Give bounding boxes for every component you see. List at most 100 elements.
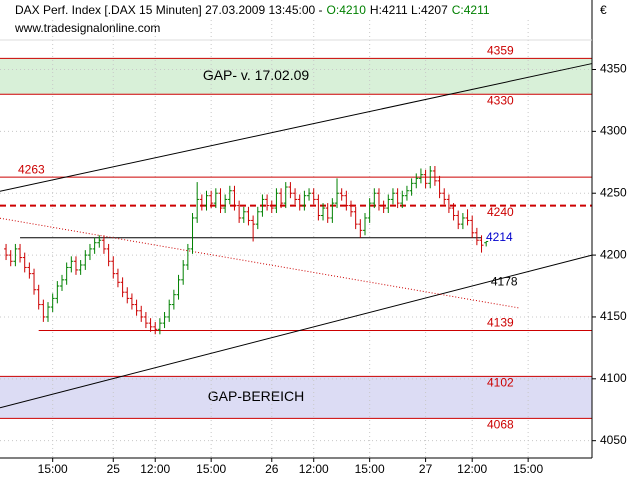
ohlc-bar bbox=[358, 219, 363, 238]
ohlc-bar bbox=[316, 194, 321, 221]
ohlc-bar bbox=[134, 299, 139, 316]
ohlc-bar bbox=[288, 182, 293, 199]
ohlc-bar bbox=[362, 213, 367, 236]
x-tick-label: 15:00 bbox=[355, 462, 385, 476]
ohlc-bar bbox=[241, 206, 246, 223]
x-tick-label: 25 bbox=[107, 462, 121, 476]
ohlc-bar bbox=[251, 215, 256, 242]
ohlc-bar bbox=[311, 188, 316, 205]
ohlc-bar bbox=[4, 243, 9, 261]
ohlc-bar bbox=[8, 250, 13, 267]
ohlc-bar bbox=[69, 256, 74, 273]
ohlc-bar bbox=[265, 194, 270, 211]
ohlc-bar bbox=[470, 215, 475, 238]
ohlc-bar bbox=[349, 200, 354, 217]
x-tick-label: 12:00 bbox=[140, 462, 170, 476]
ohlc-bar bbox=[474, 227, 479, 246]
ohlc-bar bbox=[335, 178, 340, 209]
ohlc-bar bbox=[344, 190, 349, 211]
x-tick-label: 15:00 bbox=[513, 462, 543, 476]
ohlc-bar bbox=[13, 243, 18, 267]
ohlc-bar bbox=[46, 302, 51, 322]
level-label: 4214 bbox=[486, 230, 513, 244]
level-label: 4240 bbox=[487, 205, 514, 219]
y-tick-label: 4350 bbox=[600, 62, 627, 76]
ohlc-bar bbox=[446, 194, 451, 214]
ohlc-bar bbox=[97, 235, 102, 248]
ohlc-bar bbox=[22, 252, 27, 273]
ohlc-bar bbox=[283, 182, 288, 209]
ohlc-bar bbox=[125, 287, 130, 304]
ohlc-bar bbox=[302, 190, 307, 211]
x-tick-label: 15:00 bbox=[196, 462, 226, 476]
ohlc-bar bbox=[106, 243, 111, 267]
quote-close: C:4211 bbox=[452, 3, 490, 17]
chart-title: DAX Perf. Index [.DAX 15 Minuten] 27.03.… bbox=[15, 3, 323, 17]
ohlc-bar bbox=[101, 235, 106, 254]
ohlc-bar bbox=[372, 188, 377, 209]
ohlc-bar bbox=[321, 203, 326, 221]
trend-line bbox=[0, 217, 519, 309]
x-tick-label: 12:00 bbox=[299, 462, 329, 476]
ohlc-bar bbox=[330, 198, 335, 223]
ohlc-bar bbox=[227, 185, 232, 205]
level-label: 4139 bbox=[487, 316, 514, 330]
y-tick-label: 4300 bbox=[600, 124, 627, 138]
ohlc-bar bbox=[325, 203, 330, 223]
ohlc-bar bbox=[78, 260, 83, 275]
ohlc-bar bbox=[432, 166, 437, 186]
ohlc-bar bbox=[185, 243, 190, 270]
ohlc-bar bbox=[423, 169, 428, 189]
ohlc-bar bbox=[353, 206, 358, 230]
ohlc-bar bbox=[232, 185, 237, 211]
ohlc-bar bbox=[153, 321, 158, 335]
ohlc-bar bbox=[218, 188, 223, 214]
ohlc-bar bbox=[73, 256, 78, 275]
ohlc-bar bbox=[87, 243, 92, 261]
ohlc-bar bbox=[307, 188, 312, 201]
gap-band bbox=[0, 58, 592, 95]
trend-line bbox=[0, 63, 593, 192]
y-tick-label: 4100 bbox=[600, 371, 627, 385]
ohlc-bar bbox=[390, 188, 395, 205]
ohlc-bar bbox=[190, 213, 195, 254]
ohlc-bar bbox=[129, 293, 134, 310]
ohlc-bar bbox=[400, 190, 405, 209]
level-label: 4359 bbox=[487, 44, 514, 58]
band-label: GAP-BEREICH bbox=[208, 388, 304, 404]
ohlc-bar bbox=[32, 268, 37, 295]
ohlc-bar bbox=[18, 243, 23, 263]
ohlc-bar bbox=[139, 305, 144, 322]
ohlc-bar bbox=[386, 194, 391, 214]
ohlc-bar bbox=[404, 185, 409, 201]
ohlc-bar bbox=[479, 235, 484, 253]
ohlc-bar bbox=[255, 206, 260, 230]
ohlc-bar bbox=[148, 318, 153, 332]
ohlc-bar bbox=[120, 277, 125, 298]
ohlc-bar bbox=[83, 250, 88, 270]
ohlc-bar bbox=[274, 188, 279, 214]
ohlc-bar bbox=[157, 318, 162, 335]
y-tick-label: 4200 bbox=[600, 247, 627, 261]
ohlc-bar bbox=[297, 194, 302, 211]
level-label: 4102 bbox=[487, 376, 514, 390]
ohlc-bar bbox=[293, 188, 298, 205]
ohlc-bar bbox=[213, 188, 218, 209]
y-tick-label: 4250 bbox=[600, 185, 627, 199]
ohlc-bar bbox=[279, 188, 284, 209]
y-tick-label: 4050 bbox=[600, 433, 627, 447]
ohlc-bar bbox=[376, 188, 381, 211]
ohlc-bar bbox=[50, 293, 55, 312]
ohlc-bar bbox=[55, 281, 60, 304]
ohlc-bar bbox=[237, 200, 242, 223]
ohlc-bar bbox=[176, 274, 181, 300]
ohlc-bar bbox=[414, 173, 419, 189]
ohlc-bar bbox=[195, 182, 200, 223]
quote-open: O:4210 bbox=[327, 3, 367, 17]
ohlc-bar bbox=[395, 188, 400, 209]
level-label: 4068 bbox=[487, 418, 514, 432]
ohlc-bar bbox=[115, 268, 120, 288]
ohlc-bar bbox=[269, 200, 274, 214]
ohlc-bar bbox=[246, 206, 251, 226]
ohlc-bar bbox=[451, 203, 456, 221]
